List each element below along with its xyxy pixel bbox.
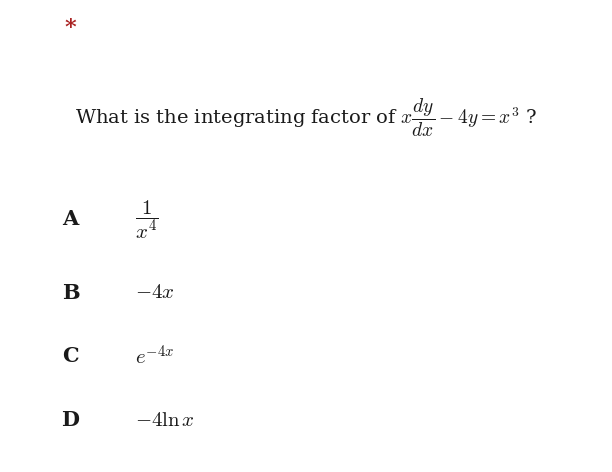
Text: D: D	[61, 410, 80, 430]
Text: $-4x$: $-4x$	[135, 283, 174, 302]
Text: B: B	[62, 283, 79, 303]
Text: What is the integrating factor of $x\dfrac{dy}{dx}-4y=x^{3}$ ?: What is the integrating factor of $x\dfr…	[75, 97, 537, 139]
Text: $-4\ln x$: $-4\ln x$	[135, 411, 195, 430]
Text: $e^{-4x}$: $e^{-4x}$	[135, 344, 174, 369]
Text: $\dfrac{1}{x^{4}}$: $\dfrac{1}{x^{4}}$	[135, 198, 159, 241]
Text: A: A	[62, 210, 78, 229]
Text: C: C	[62, 346, 79, 366]
Text: *: *	[64, 17, 76, 39]
